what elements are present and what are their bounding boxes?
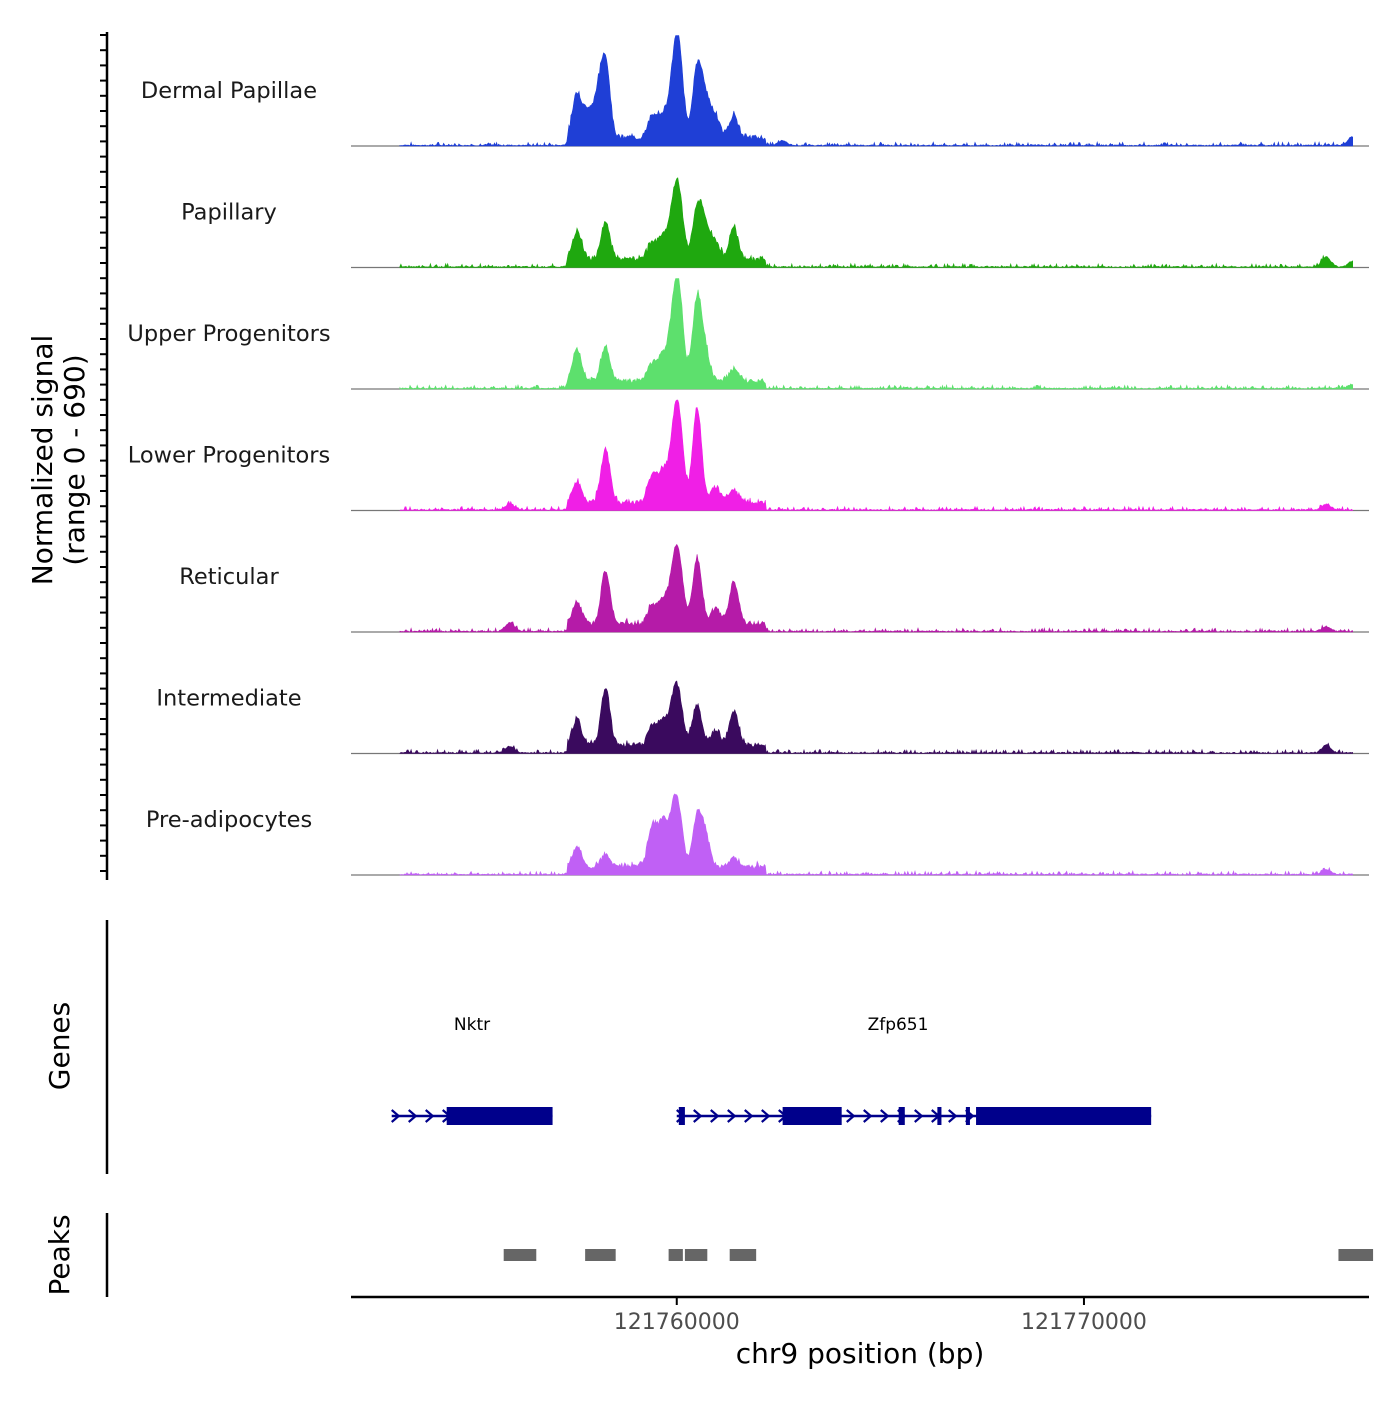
strand-arrow <box>391 1109 401 1123</box>
x-axis: 121760000 121770000 chr9 position (bp) <box>351 1295 1369 1370</box>
genes-panel-label: Genes <box>43 1002 76 1090</box>
x-axis-ticks: 121760000 121770000 <box>614 1297 1147 1335</box>
track-dermal-papillae: Dermal Papillae <box>141 35 1369 147</box>
track-label: Dermal Papillae <box>141 78 317 104</box>
track-label: Upper Progenitors <box>127 321 330 347</box>
strand-arrow <box>693 1109 703 1123</box>
genes-panel: Genes Nktr Zfp651 <box>43 920 1152 1174</box>
y-axis-title: Normalized signal <box>26 335 59 586</box>
x-axis-tick-label: 121760000 <box>614 1310 740 1335</box>
x-axis-title: chr9 position (bp) <box>736 1337 985 1370</box>
peaks-panel-label: Peaks <box>43 1214 76 1295</box>
strand-arrow <box>914 1109 924 1123</box>
gene-exon <box>965 1107 970 1125</box>
signal-y-axis <box>100 32 109 880</box>
strand-arrow <box>863 1109 873 1123</box>
track-intermediate: Intermediate <box>156 680 1369 755</box>
strand-arrow <box>744 1109 754 1123</box>
x-axis-tick-label: 121770000 <box>1021 1310 1147 1335</box>
track-upper-progenitors: Upper Progenitors <box>127 278 1369 390</box>
strand-arrow <box>761 1109 771 1123</box>
signal-area <box>399 680 1353 755</box>
gene-exon <box>782 1107 842 1125</box>
strand-arrow <box>710 1109 720 1123</box>
strand-arrow <box>948 1109 958 1123</box>
strand-arrow <box>425 1109 435 1123</box>
track-label: Lower Progenitors <box>128 443 330 469</box>
peak-region <box>668 1249 683 1261</box>
strand-arrow <box>727 1109 737 1123</box>
y-axis-range-label: (range 0 - 690) <box>58 354 91 565</box>
track-reticular: Reticular <box>179 543 1369 634</box>
peak-region <box>729 1249 757 1261</box>
strand-arrow <box>846 1109 856 1123</box>
signal-area <box>399 543 1353 634</box>
gene-exon <box>976 1107 1152 1125</box>
track-label: Pre-adipocytes <box>146 807 312 833</box>
track-label: Reticular <box>179 564 279 590</box>
signal-area <box>399 793 1353 876</box>
strand-arrow <box>880 1109 890 1123</box>
gene-exon <box>678 1107 685 1125</box>
peak-region <box>684 1249 708 1261</box>
gene-label: Nktr <box>454 1015 490 1035</box>
peak-region <box>585 1249 616 1261</box>
gene-label: Zfp651 <box>868 1015 929 1035</box>
gene-exon <box>898 1107 905 1125</box>
track-pre-adipocytes: Pre-adipocytes <box>146 793 1369 876</box>
signal-area <box>399 177 1353 269</box>
peaks-panel: Peaks <box>43 1213 1374 1297</box>
gene-nktr: Nktr <box>391 1015 553 1125</box>
track-papillary: Papillary <box>181 177 1369 269</box>
track-label: Papillary <box>181 200 277 226</box>
gene-zfp651: Zfp651 <box>676 1015 1152 1125</box>
strand-arrow <box>408 1109 418 1123</box>
signal-area <box>399 35 1353 147</box>
gene-exon <box>937 1107 942 1125</box>
peak-regions <box>503 1249 1374 1261</box>
gene-models: Nktr Zfp651 <box>391 1015 1152 1125</box>
track-label: Intermediate <box>156 686 301 712</box>
peak-region <box>503 1249 537 1261</box>
peak-region <box>1338 1249 1374 1261</box>
track-lower-progenitors: Lower Progenitors <box>128 399 1369 512</box>
signal-tracks: Dermal Papillae Papillary Upper Progenitor… <box>127 35 1369 876</box>
signal-area <box>399 278 1353 390</box>
signal-area <box>399 399 1354 512</box>
gene-exon <box>446 1107 553 1125</box>
